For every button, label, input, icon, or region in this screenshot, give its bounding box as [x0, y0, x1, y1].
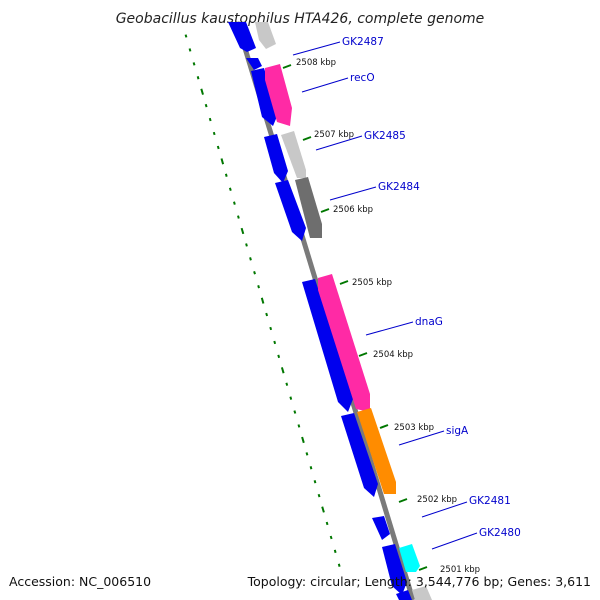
kbp-tick-marks	[282, 64, 428, 571]
gc-dash	[280, 367, 285, 374]
gc-dash	[265, 312, 269, 317]
gene-block-gk2480[interactable]	[399, 544, 420, 572]
gene-label-leaders	[292, 41, 478, 550]
gene-labels: GK2487 recO GK2485 GK2484 dnaG sigA GK24…	[342, 36, 521, 539]
gene-label-dnag[interactable]: dnaG	[415, 316, 443, 328]
gene-block-reco[interactable]	[265, 64, 292, 126]
gene-block-dnag[interactable]	[318, 274, 370, 412]
kbp-label: 2505 kbp	[352, 278, 392, 288]
gene-label-reco[interactable]: recO	[350, 72, 375, 84]
gc-dash	[233, 201, 236, 205]
gc-dash	[269, 326, 273, 331]
gc-dash	[329, 535, 333, 540]
gc-dash	[273, 340, 277, 345]
gc-dash	[184, 34, 188, 38]
gc-ring-dashes	[184, 34, 341, 567]
cds-arrow-6[interactable]	[302, 279, 353, 412]
gc-dash	[196, 76, 200, 80]
gc-dash	[249, 257, 252, 261]
gc-dash	[337, 563, 341, 567]
gc-dash	[313, 480, 317, 484]
gc-dash	[293, 410, 297, 414]
cds-arrow-8[interactable]	[372, 516, 390, 540]
cds-track-forward	[228, 22, 412, 600]
gene-block-gk2487[interactable]	[255, 22, 276, 49]
gc-dash	[257, 285, 260, 289]
gc-dash	[260, 297, 265, 304]
gc-dash	[204, 103, 208, 108]
gc-dash	[277, 354, 281, 359]
gc-dash	[325, 521, 329, 526]
gc-dash	[228, 187, 232, 191]
gc-dash	[220, 158, 225, 165]
gene-label-gk2480[interactable]: GK2480	[479, 527, 521, 539]
gc-dash	[297, 424, 301, 428]
cds-arrow-10[interactable]	[396, 590, 412, 600]
kbp-label: 2501 kbp	[440, 565, 480, 575]
gene-label-gk2484[interactable]: GK2484	[378, 181, 420, 193]
gc-dash	[192, 62, 196, 66]
kbp-label: 2507 kbp	[314, 130, 354, 140]
cds-arrow-2[interactable]	[246, 58, 262, 70]
gene-block-tail[interactable]	[412, 586, 432, 600]
cds-arrow-5[interactable]	[275, 180, 306, 241]
gene-block-siga[interactable]	[357, 408, 396, 494]
gc-dash	[253, 271, 256, 275]
kbp-label: 2506 kbp	[333, 205, 373, 215]
gc-dash	[333, 549, 337, 554]
kbp-label: 2503 kbp	[394, 423, 434, 433]
cds-arrow-4[interactable]	[264, 134, 288, 183]
kbp-label: 2504 kbp	[373, 350, 413, 360]
map-title: Geobacillus kaustophilus HTA426, complet…	[116, 11, 485, 27]
cds-arrow-3[interactable]	[251, 68, 278, 126]
kbp-label: 2508 kbp	[296, 58, 336, 68]
gene-block-gk2484[interactable]	[295, 177, 322, 238]
gc-dash	[208, 117, 212, 122]
gc-dash	[188, 48, 192, 52]
gene-block-gk2485[interactable]	[281, 131, 306, 178]
gc-dash	[301, 436, 305, 444]
cds-track-reverse	[255, 22, 432, 600]
gene-label-gk2485[interactable]: GK2485	[364, 130, 406, 142]
gene-label-gk2481[interactable]: GK2481	[469, 495, 511, 507]
gc-dash	[237, 215, 240, 219]
topology-text: Topology: circular; Length: 3,544,776 bp…	[247, 574, 591, 589]
gc-dash	[305, 452, 309, 456]
gc-dash	[240, 227, 245, 235]
gc-dash	[321, 506, 325, 513]
gene-label-siga[interactable]: sigA	[446, 425, 469, 437]
accession-text: Accession: NC_006510	[9, 574, 151, 589]
gc-dash	[216, 145, 220, 150]
gene-label-gk2487[interactable]: GK2487	[342, 36, 384, 48]
gc-dash	[200, 88, 204, 95]
gc-dash	[285, 382, 289, 386]
kbp-labels: 2508 kbp 2507 kbp 2506 kbp 2505 kbp 2504…	[296, 58, 480, 575]
gc-dash	[289, 396, 293, 400]
cds-arrow-7[interactable]	[341, 413, 378, 497]
kbp-label: 2502 kbp	[417, 495, 457, 505]
gc-dash	[309, 466, 313, 470]
gc-dash	[212, 131, 216, 136]
cds-arrow-9[interactable]	[382, 544, 407, 595]
gc-dash	[317, 493, 321, 498]
gc-dash	[245, 243, 248, 247]
gc-dash	[224, 173, 228, 177]
cds-arrow-1[interactable]	[228, 22, 256, 52]
